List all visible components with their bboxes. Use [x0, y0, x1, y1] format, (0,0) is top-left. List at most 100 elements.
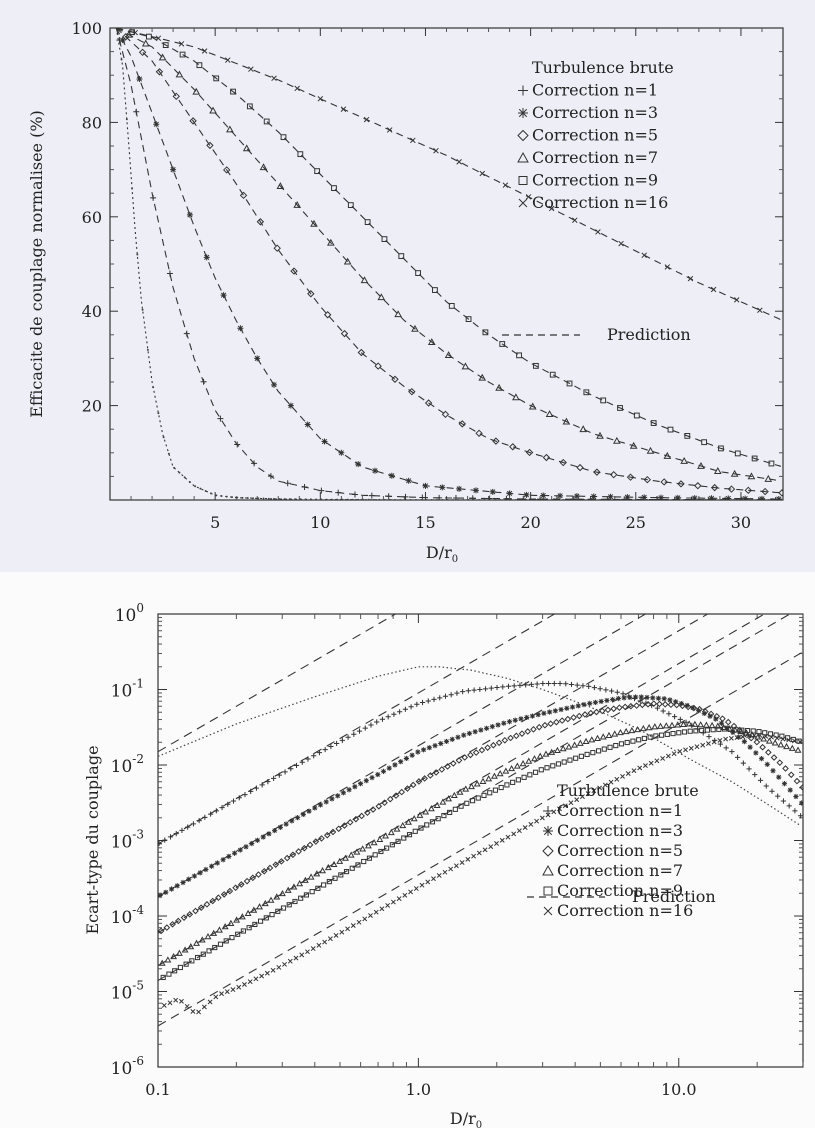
data-point: [545, 410, 554, 417]
data-point: [267, 473, 274, 480]
data-point: [645, 723, 653, 731]
data-point: [444, 763, 451, 770]
data-point: [722, 726, 728, 732]
data-point: [259, 973, 265, 979]
data-point: [180, 879, 186, 886]
data-point: [200, 378, 207, 385]
data-point: [323, 799, 329, 805]
data-point: [238, 881, 245, 888]
data-point: [787, 771, 795, 779]
data-point: [360, 276, 369, 284]
data-point: [236, 984, 242, 990]
data-point: [179, 51, 186, 58]
data-point: [613, 742, 619, 749]
data-point: [167, 834, 174, 840]
data-point: [243, 877, 251, 885]
data-point: [713, 712, 721, 720]
data-point: [375, 771, 381, 778]
data-point: [226, 887, 234, 895]
data-point: [172, 968, 178, 974]
data-point: [478, 499, 481, 500]
data-point: [484, 725, 490, 731]
data-point: [639, 701, 646, 709]
data-point: [787, 787, 793, 793]
plot-area: [158, 614, 803, 1027]
data-point: [552, 708, 558, 714]
data-point: [263, 915, 269, 921]
data-point: [321, 438, 328, 445]
data-point: [409, 781, 417, 789]
series-dot: [115, 28, 781, 500]
data-point: [263, 118, 270, 125]
legend-label: Correction n=7: [557, 861, 683, 880]
data-point: [341, 822, 348, 829]
data-point: [215, 494, 218, 497]
data-point: [524, 714, 530, 721]
data-point: [512, 732, 520, 740]
data-point: [119, 37, 126, 44]
data-point: [767, 731, 774, 737]
data-point: [363, 778, 369, 784]
data-point: [638, 694, 644, 700]
data-point: [336, 498, 339, 500]
data-point: [558, 717, 566, 724]
data-point: [209, 492, 212, 495]
data-point: [608, 688, 615, 694]
data-point: [163, 889, 169, 895]
data-point: [384, 845, 390, 851]
data-point: [403, 755, 410, 762]
data-point: [770, 754, 778, 761]
data-point: [380, 768, 387, 774]
data-point: [362, 725, 368, 731]
data-point: [597, 686, 603, 692]
data-point: [162, 42, 169, 49]
data-point: [166, 270, 173, 277]
data-point: [750, 728, 756, 734]
data-point: [535, 723, 543, 731]
series-triangle: [116, 28, 781, 482]
prediction-line: [158, 651, 803, 1027]
bottom-chart-panel: 0.1 1.0 10.0 100 10-1 10-2 10-3 10-4 10-5 10-6 Eca…: [0, 572, 815, 1128]
data-point: [196, 62, 203, 69]
data-point: [691, 495, 698, 500]
data-point: [541, 710, 547, 716]
data-point: [757, 307, 763, 314]
data-point: [213, 994, 219, 1000]
data-point: [590, 750, 596, 756]
data-point: [385, 714, 391, 720]
data-point: [498, 784, 504, 791]
data-point: [673, 699, 679, 705]
data-point: [574, 682, 580, 688]
data-point: [197, 870, 203, 876]
data-point: [747, 472, 756, 480]
data-point: [271, 775, 277, 782]
data-point: [232, 884, 239, 892]
data-point: [674, 494, 681, 500]
data-point: [174, 883, 180, 889]
data-point: [242, 791, 248, 798]
data-point: [538, 767, 544, 773]
data-point: [588, 736, 596, 743]
data-point: [282, 769, 288, 775]
data-point: [522, 825, 528, 830]
data-point: [206, 141, 214, 150]
data-point: [599, 499, 602, 500]
data-point: [385, 493, 392, 500]
data-point: [486, 495, 493, 500]
data-point: [259, 782, 265, 788]
data-point: [323, 311, 332, 319]
data-point: [173, 830, 179, 837]
prediction-legend-label: Prediction: [632, 887, 716, 906]
data-point: [366, 855, 373, 861]
data-point: [234, 441, 241, 448]
data-point: [762, 730, 768, 736]
data-point: [559, 458, 567, 467]
data-point: [757, 732, 763, 738]
data-point: [650, 420, 657, 426]
data-point: [575, 712, 583, 720]
y-tick-exponent: -2: [132, 752, 144, 766]
data-point: [793, 777, 801, 785]
data-point: [660, 478, 668, 486]
data-point: [573, 493, 580, 500]
data-point: [555, 761, 562, 767]
